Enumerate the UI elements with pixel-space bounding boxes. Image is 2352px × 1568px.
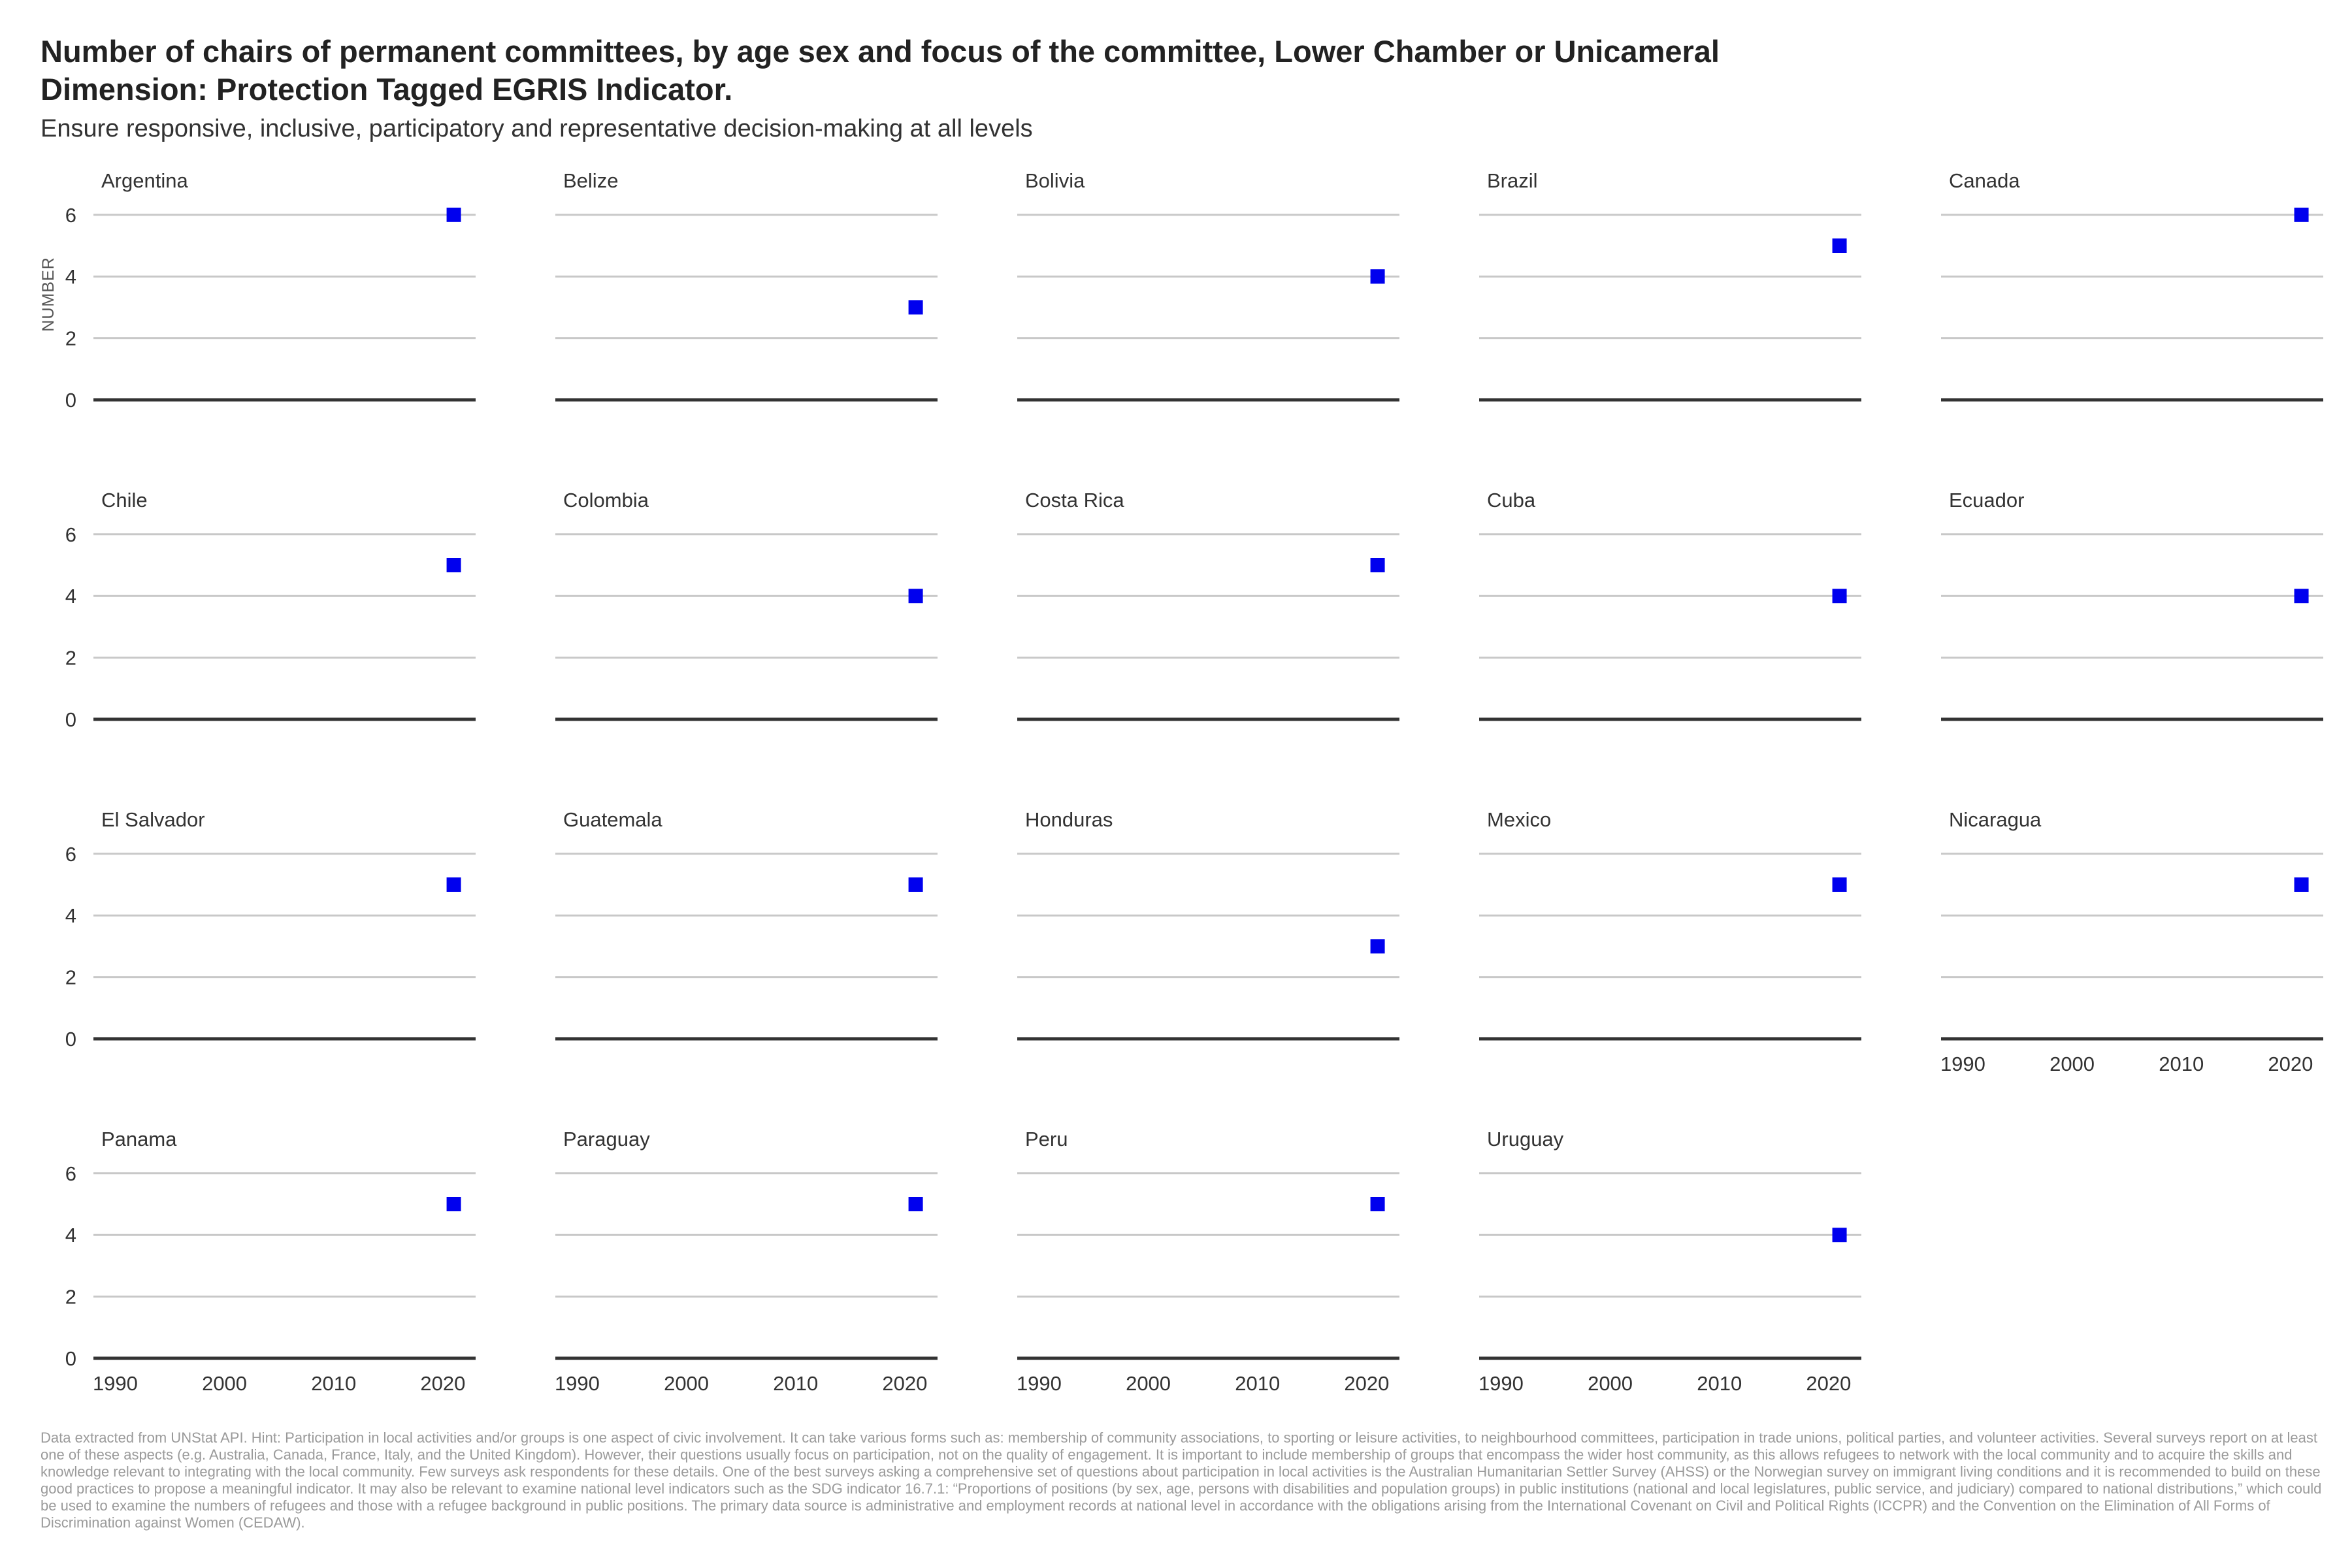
- y-tick-label-argentina-2: 2: [65, 327, 76, 350]
- data-point-mexico: [1832, 877, 1847, 892]
- data-point-colombia: [908, 589, 923, 604]
- panel-title-el-salvador: El Salvador: [101, 808, 205, 831]
- y-tick-label-panama-4: 4: [65, 1224, 76, 1247]
- panel-title-panama: Panama: [101, 1128, 177, 1151]
- y-tick-label-panama-2: 2: [65, 1286, 76, 1309]
- panel-title-paraguay: Paraguay: [563, 1128, 650, 1151]
- y-tick-label-argentina-6: 6: [65, 204, 76, 227]
- y-tick-label-chile-2: 2: [65, 647, 76, 670]
- x-tick-label-panama-2000: 2000: [202, 1372, 247, 1395]
- x-tick-label-nicaragua-2000: 2000: [2050, 1053, 2095, 1075]
- y-axis-title: NUMBER: [39, 257, 57, 331]
- x-tick-label-uruguay-1990: 1990: [1478, 1372, 1524, 1395]
- y-tick-label-el-salvador-0: 0: [65, 1028, 76, 1051]
- chart-title-line-2: Dimension: Protection Tagged EGRIS Indic…: [41, 72, 733, 106]
- y-tick-label-chile-4: 4: [65, 585, 76, 608]
- chart-subtitle: Ensure responsive, inclusive, participat…: [41, 115, 1033, 142]
- panel-title-nicaragua: Nicaragua: [1949, 808, 2042, 831]
- x-tick-label-nicaragua-1990: 1990: [1940, 1053, 1985, 1075]
- x-tick-label-uruguay-2000: 2000: [1588, 1372, 1633, 1395]
- panel-title-mexico: Mexico: [1487, 808, 1551, 831]
- panel-title-argentina: Argentina: [101, 169, 188, 192]
- x-tick-label-paraguay-2020: 2020: [882, 1372, 927, 1395]
- x-tick-label-peru-2020: 2020: [1344, 1372, 1389, 1395]
- panel-title-costa-rica: Costa Rica: [1025, 489, 1124, 512]
- data-point-paraguay: [908, 1197, 923, 1211]
- x-tick-label-peru-2010: 2010: [1235, 1372, 1280, 1395]
- data-point-canada: [2294, 207, 2309, 222]
- data-point-guatemala: [908, 877, 923, 892]
- panel-title-guatemala: Guatemala: [563, 808, 662, 831]
- data-point-ecuador: [2294, 589, 2309, 604]
- data-point-el-salvador: [446, 877, 461, 892]
- chart-title: Number of chairs of permanent committees…: [41, 33, 1720, 108]
- x-tick-label-nicaragua-2010: 2010: [2159, 1053, 2204, 1075]
- panel-title-peru: Peru: [1025, 1128, 1068, 1151]
- panel-title-colombia: Colombia: [563, 489, 649, 512]
- data-point-peru: [1370, 1197, 1385, 1211]
- x-tick-label-uruguay-2010: 2010: [1697, 1372, 1742, 1395]
- x-tick-label-nicaragua-2020: 2020: [2268, 1053, 2313, 1075]
- data-point-argentina: [446, 207, 461, 222]
- y-tick-label-el-salvador-6: 6: [65, 843, 76, 866]
- panel-title-ecuador: Ecuador: [1949, 489, 2024, 512]
- panel-title-honduras: Honduras: [1025, 808, 1113, 831]
- panel-title-canada: Canada: [1949, 169, 2020, 192]
- panel-title-belize: Belize: [563, 169, 618, 192]
- y-tick-label-panama-0: 0: [65, 1347, 76, 1370]
- chart-title-line-1: Number of chairs of permanent committees…: [41, 34, 1720, 69]
- data-point-brazil: [1832, 238, 1847, 253]
- x-tick-label-panama-2020: 2020: [420, 1372, 465, 1395]
- panel-title-cuba: Cuba: [1487, 489, 1536, 512]
- y-tick-label-argentina-4: 4: [65, 265, 76, 288]
- y-tick-label-panama-6: 6: [65, 1162, 76, 1185]
- panel-title-chile: Chile: [101, 489, 148, 512]
- data-point-nicaragua: [2294, 877, 2309, 892]
- small-multiples-chart: Argentina 0 2 4 6 Belize Bolivia Brazil Canada Ch…: [39, 169, 2323, 1395]
- x-tick-label-paraguay-2010: 2010: [773, 1372, 818, 1395]
- data-point-honduras: [1370, 939, 1385, 954]
- y-tick-label-chile-0: 0: [65, 708, 76, 731]
- data-point-bolivia: [1370, 269, 1385, 284]
- x-tick-label-paraguay-2000: 2000: [664, 1372, 709, 1395]
- data-point-costa-rica: [1370, 558, 1385, 572]
- data-point-uruguay: [1832, 1228, 1847, 1243]
- y-tick-label-argentina-0: 0: [65, 389, 76, 412]
- x-tick-label-peru-1990: 1990: [1017, 1372, 1062, 1395]
- panel-title-uruguay: Uruguay: [1487, 1128, 1564, 1151]
- x-tick-label-panama-2010: 2010: [311, 1372, 356, 1395]
- x-tick-label-uruguay-2020: 2020: [1806, 1372, 1851, 1395]
- y-tick-label-el-salvador-4: 4: [65, 904, 76, 927]
- panel-title-brazil: Brazil: [1487, 169, 1538, 192]
- x-tick-label-panama-1990: 1990: [93, 1372, 138, 1395]
- panel-title-bolivia: Bolivia: [1025, 169, 1085, 192]
- x-tick-label-paraguay-1990: 1990: [555, 1372, 600, 1395]
- x-tick-label-peru-2000: 2000: [1126, 1372, 1171, 1395]
- y-tick-label-chile-6: 6: [65, 523, 76, 546]
- data-point-panama: [446, 1197, 461, 1211]
- data-point-cuba: [1832, 589, 1847, 604]
- y-tick-label-el-salvador-2: 2: [65, 966, 76, 989]
- data-point-chile: [446, 558, 461, 572]
- data-point-belize: [908, 300, 923, 315]
- footnote: Data extracted from UNStat API. Hint: Pa…: [41, 1429, 2322, 1531]
